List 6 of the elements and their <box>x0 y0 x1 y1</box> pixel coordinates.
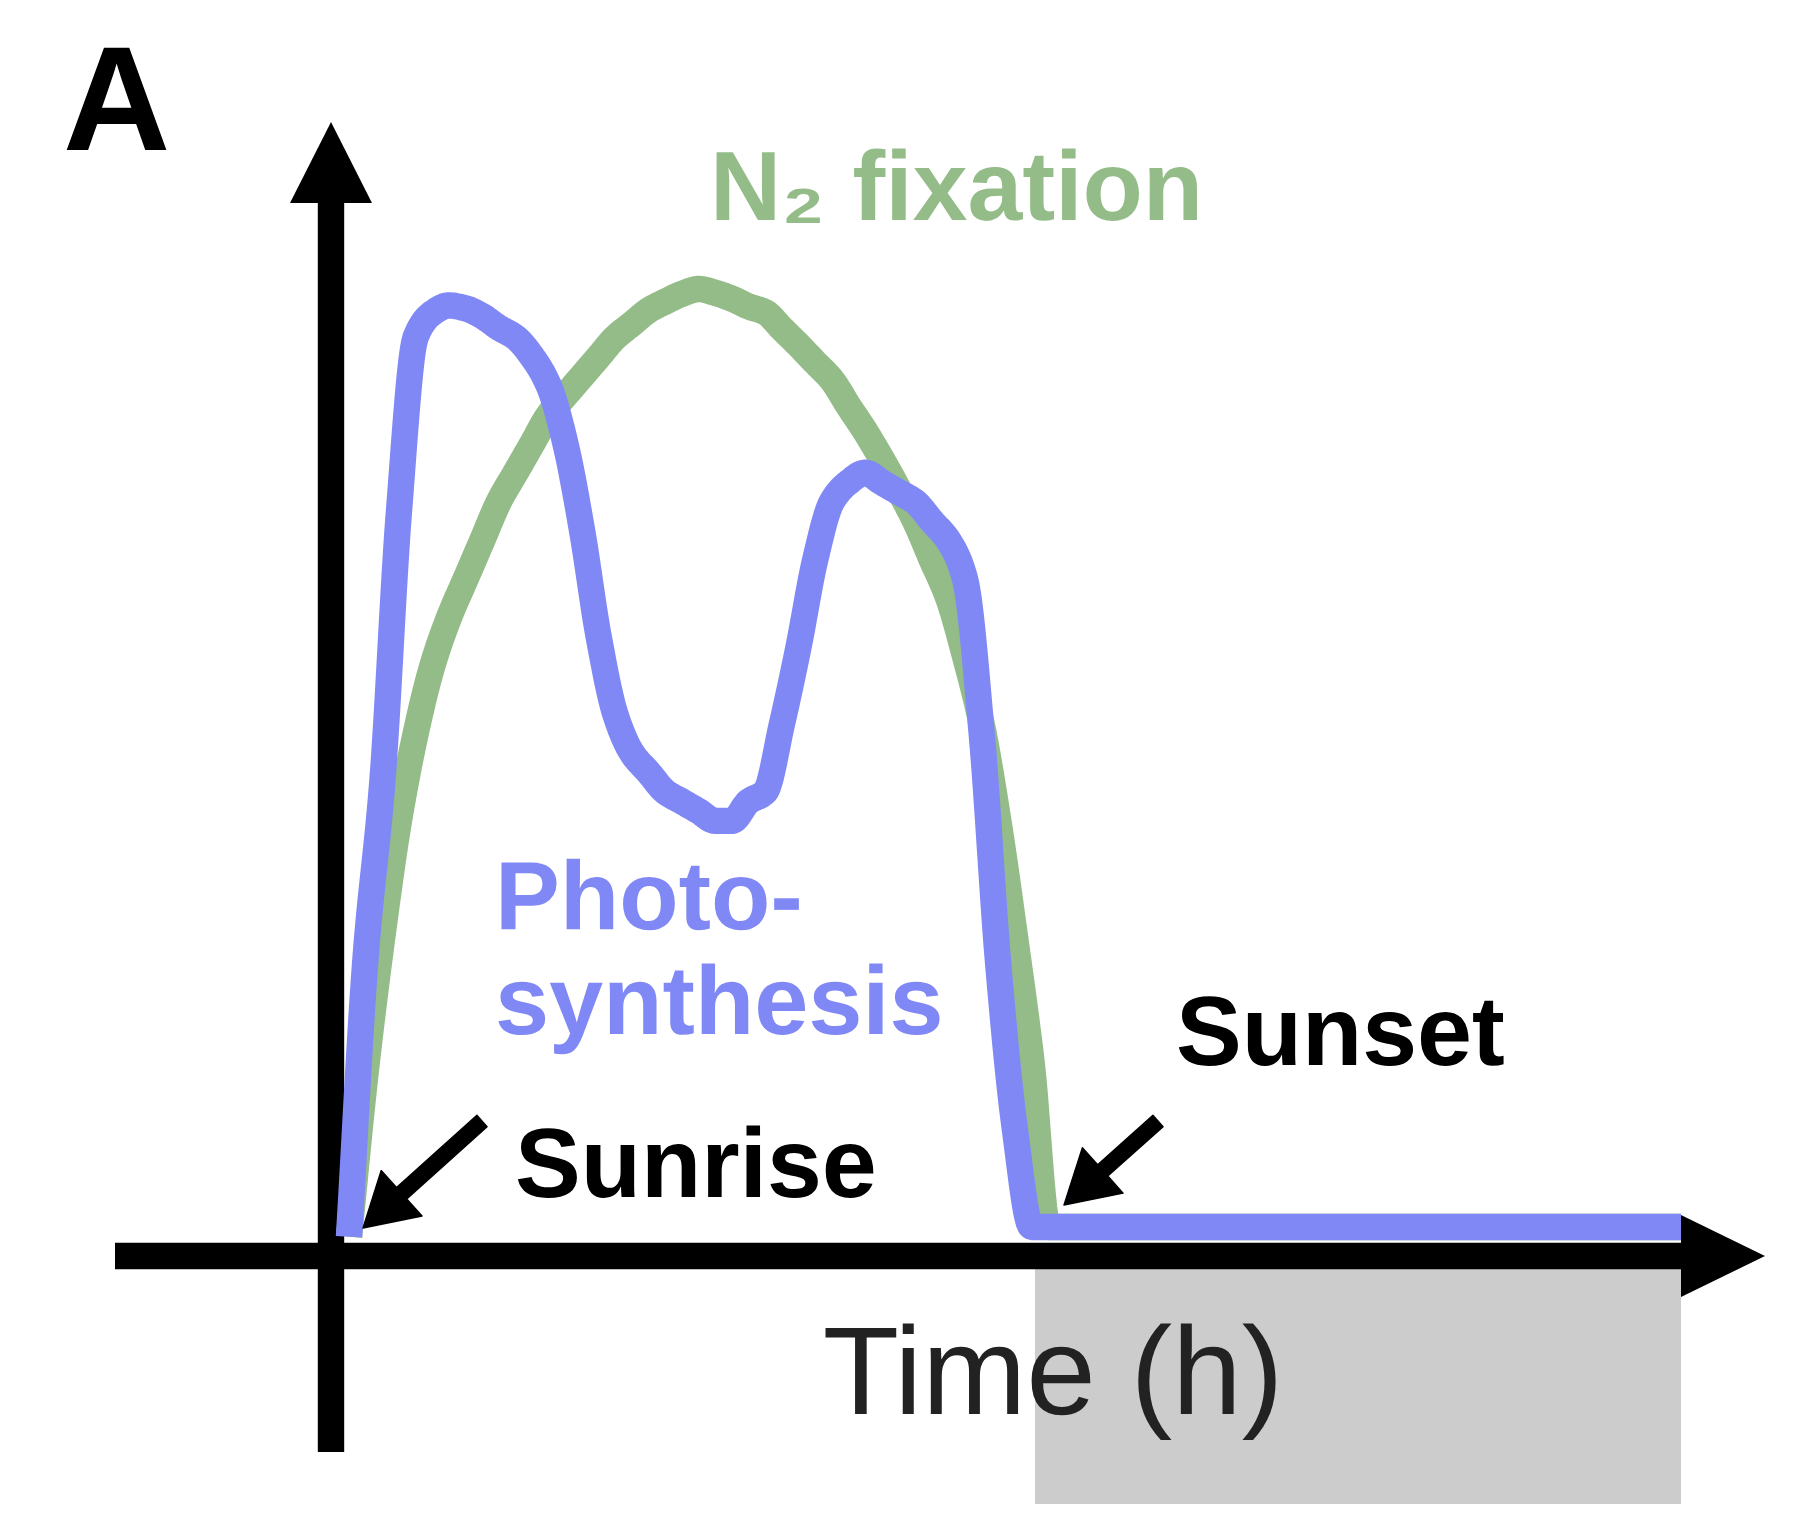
annotation: Sunrise <box>517 1125 874 1198</box>
series-label: Photo- synthesis <box>498 858 940 1055</box>
x-axis-title: Time (h) <box>825 1323 1276 1440</box>
series-label: N₂ fixation <box>716 148 1197 224</box>
text: A <box>66 47 167 150</box>
annotation: Sunset <box>1178 996 1504 1066</box>
